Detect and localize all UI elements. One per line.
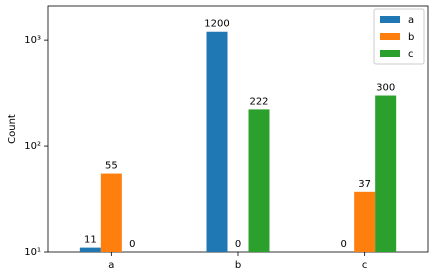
legend-label: a [408, 15, 414, 26]
y-axis-label: Count [7, 114, 18, 144]
x-tick-label: a [108, 260, 114, 271]
legend-swatch [380, 50, 400, 57]
y-tick-label: 10³ [24, 35, 41, 46]
y-tick-label: 10¹ [24, 247, 41, 258]
bar [79, 247, 101, 252]
legend-swatch [380, 33, 400, 40]
data-label: 300 [376, 83, 395, 94]
bar [248, 109, 270, 253]
data-label: 1200 [204, 19, 229, 30]
data-label: 0 [235, 239, 241, 250]
x-tick-label: b [235, 260, 241, 271]
bar [375, 95, 397, 252]
data-label: 11 [84, 235, 97, 246]
x-tick-label: c [362, 260, 368, 271]
data-label: 0 [129, 239, 135, 250]
data-label: 222 [249, 96, 268, 107]
y-tick-label: 10² [24, 141, 41, 152]
legend-label: c [408, 49, 414, 60]
legend-label: b [408, 32, 414, 43]
bar [100, 173, 122, 252]
data-label: 55 [105, 161, 118, 172]
legend-swatch [380, 16, 400, 23]
bar [354, 191, 376, 252]
data-label: 37 [358, 179, 371, 190]
bar [206, 31, 228, 252]
data-label: 0 [340, 239, 346, 250]
